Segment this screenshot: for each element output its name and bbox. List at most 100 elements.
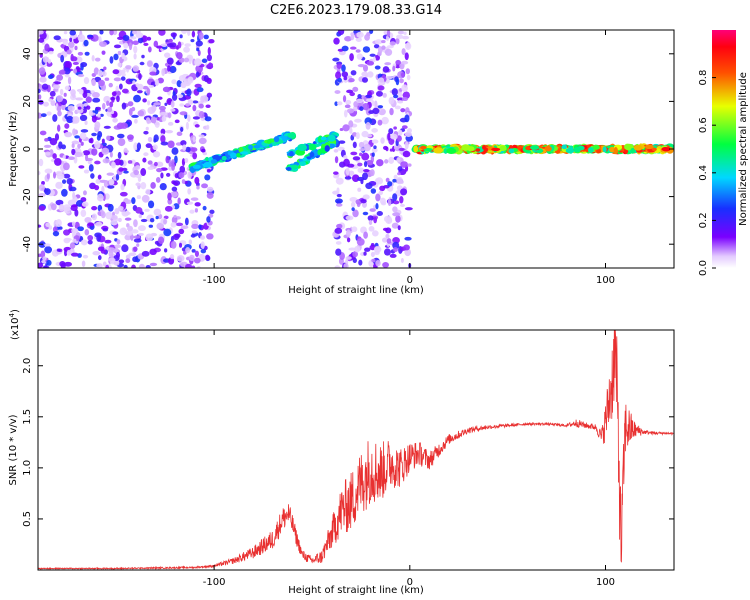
spectrogram-track-mark	[592, 144, 600, 150]
spectrogram-speckle	[66, 49, 72, 55]
spectrogram-speckle	[206, 92, 213, 98]
spectrogram-speckle	[99, 30, 104, 35]
spectrogram-speckle	[388, 128, 394, 135]
spectrogram-speckle	[112, 117, 118, 123]
spectrogram-speckle	[136, 142, 142, 151]
spectrogram-speckle	[80, 209, 87, 217]
spectrogram-speckle	[389, 253, 397, 258]
spectrogram-speckle	[171, 93, 178, 101]
spectrogram-speckle	[371, 139, 379, 144]
spectrogram-speckle	[110, 219, 118, 226]
spectrogram-speckle	[141, 54, 145, 59]
spectrogram-speckle	[118, 259, 125, 264]
spectrogram-speckle	[124, 234, 132, 241]
spectrogram-speckle	[80, 239, 88, 246]
spectrogram-speckle	[388, 96, 395, 105]
spectrogram-speckle	[147, 200, 155, 209]
spectrogram-speckle	[334, 227, 343, 234]
spectrogram-speckle	[179, 34, 183, 39]
spectrogram-speckle	[364, 247, 371, 252]
spectrogram-speckle	[187, 114, 191, 122]
spectrogram-speckle	[165, 155, 170, 164]
snr-series-line	[37, 330, 675, 571]
spectrogram-speckle	[44, 243, 51, 247]
spectrogram-speckle	[343, 155, 348, 159]
spectrogram-speckle	[161, 115, 167, 122]
spectrogram-speckle	[362, 211, 369, 216]
spectrogram-speckle	[358, 141, 365, 149]
spectrogram-speckle	[170, 241, 177, 249]
spectrogram-speckle	[350, 32, 355, 36]
spectrogram-track-mark	[308, 143, 317, 151]
spectrogram-speckle	[155, 176, 161, 183]
spectrogram-speckle	[147, 136, 153, 143]
spectrogram-speckle	[404, 236, 412, 241]
svg-text:(x104): (x104)	[8, 309, 21, 340]
spectrogram-speckle	[383, 215, 392, 223]
spectrogram-speckle	[187, 171, 192, 179]
spectrogram-track-mark	[239, 151, 249, 155]
spectrogram-speckle	[198, 103, 204, 109]
spectrogram-speckle	[115, 85, 119, 92]
spectrogram-speckle	[355, 49, 361, 53]
spectrogram-speckle	[55, 181, 63, 189]
spectrogram-speckle	[91, 55, 95, 62]
spectrogram-speckle	[187, 76, 194, 84]
spectrogram-speckle	[351, 226, 358, 233]
spectrogram-speckle	[346, 108, 355, 114]
spectrogram-track-mark	[525, 145, 531, 151]
spectrogram-speckle	[88, 109, 93, 117]
spectrogram-speckle	[198, 134, 205, 138]
spectrogram-y-tick-label: 40	[22, 47, 33, 60]
spectrogram-speckle	[189, 209, 195, 214]
spectrogram-speckle	[44, 168, 53, 174]
spectrogram-speckle	[44, 138, 49, 142]
spectrogram-speckle	[154, 121, 160, 128]
spectrogram-speckle	[136, 243, 140, 247]
spectrogram-speckle	[388, 156, 395, 164]
spectrogram-speckle	[132, 80, 136, 85]
spectrogram-speckle	[138, 225, 146, 232]
spectrogram-speckle	[341, 64, 346, 73]
spectrogram-speckle	[155, 161, 164, 168]
spectrogram-speckle	[367, 160, 374, 166]
spectrogram-speckle	[121, 52, 125, 60]
spectrogram-speckle	[104, 193, 110, 200]
spectrogram-speckle	[98, 79, 105, 87]
spectrogram-speckle	[156, 116, 160, 121]
spectrogram-speckle	[73, 155, 78, 164]
spectrogram-speckle	[63, 30, 68, 35]
spectrogram-speckle	[165, 129, 174, 134]
spectrogram-speckle	[124, 217, 132, 221]
spectrogram-speckle	[350, 201, 356, 208]
spectrogram-speckle	[369, 30, 374, 34]
spectrogram-speckle	[177, 197, 181, 205]
snr-exponent-power: 4	[8, 312, 16, 317]
spectrogram-panel: -100 0 100 -40 -20 0 20 40 Height of straight …	[8, 29, 675, 296]
spectrogram-track-mark	[630, 147, 635, 154]
spectrogram-speckle	[157, 77, 165, 84]
spectrogram-speckle	[120, 122, 128, 129]
spectrogram-speckle	[87, 239, 93, 245]
spectrogram-speckle	[113, 53, 119, 61]
spectrogram-speckle	[88, 164, 94, 172]
spectrogram-speckle	[137, 110, 145, 117]
spectrogram-speckle	[136, 89, 143, 94]
spectrogram-speckle	[201, 58, 208, 63]
spectrogram-speckle	[171, 186, 178, 192]
spectrogram-speckle	[64, 123, 70, 129]
spectrogram-speckle	[368, 226, 375, 232]
spectrogram-speckle	[164, 102, 168, 106]
spectrogram-speckle	[195, 71, 200, 78]
spectrogram-speckle	[385, 227, 392, 234]
spectrogram-track-mark	[651, 147, 657, 152]
spectrogram-speckle	[194, 208, 198, 213]
spectrogram-speckle	[198, 137, 207, 145]
spectrogram-speckle	[352, 251, 358, 258]
spectrogram-speckle	[392, 247, 398, 253]
spectrogram-speckle	[107, 106, 113, 113]
snr-x-tick-label: 0	[407, 577, 413, 588]
spectrogram-speckle	[186, 88, 192, 97]
spectrogram-speckle	[175, 222, 184, 227]
spectrogram-speckle	[149, 248, 157, 256]
